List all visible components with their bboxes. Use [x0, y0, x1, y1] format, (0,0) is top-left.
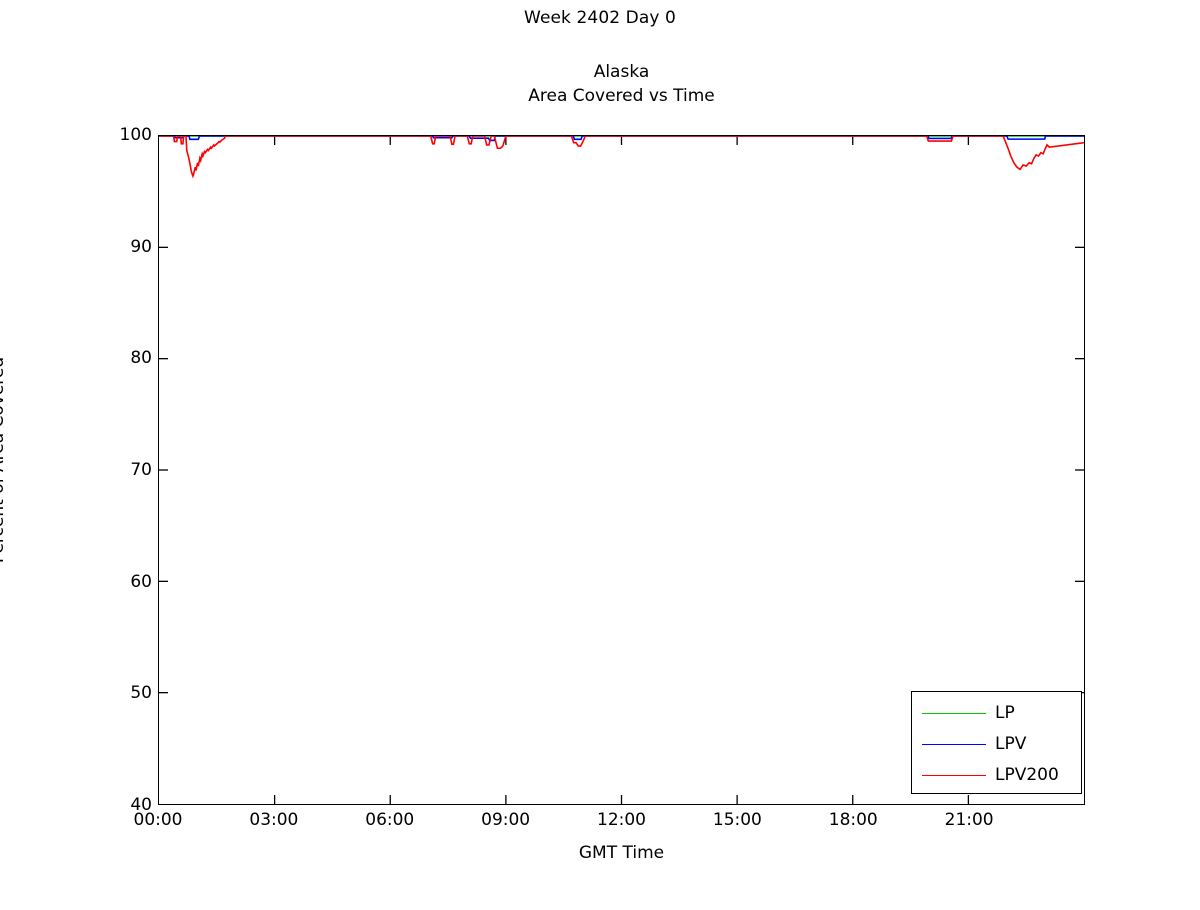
y-tick-label-100: 100 [119, 125, 152, 145]
axes-title-line-1: Alaska [593, 62, 650, 82]
legend-entry-lpv[interactable]: LPV [912, 729, 1081, 759]
x-axis-tick-labels: 00:00 03:00 06:00 09:00 12:00 15:00 18:00 21:00 [134, 810, 1085, 840]
y-tick-label-90: 90 [130, 236, 152, 257]
plot-area [159, 136, 1084, 804]
legend-label-lpv: LPV [995, 733, 1027, 754]
legend-entry-lp[interactable]: LP [912, 698, 1081, 728]
series-line-lpv200 [159, 136, 1084, 176]
legend-label-lp: LP [995, 702, 1015, 723]
x-tick-label-0900: 09:00 [481, 810, 531, 830]
y-tick-label-70: 70 [130, 460, 152, 480]
legend-box[interactable]: LP LPV LPV200 [911, 691, 1082, 794]
legend-label-lpv200: LPV200 [995, 764, 1059, 785]
y-tick-label-40: 40 [130, 795, 152, 815]
y-axis-tick-labels: 40 50 60 70 80 90 100 [92, 125, 152, 815]
legend-entry-lpv200[interactable]: LPV200 [912, 760, 1081, 790]
y-tick-label-80: 80 [130, 348, 152, 369]
y-axis-label: Percent of Area Covered [0, 356, 8, 564]
axes-title-line-2: Area Covered vs Time [528, 86, 715, 106]
x-tick-label-2100: 21:00 [944, 810, 994, 830]
x-tick-label-0300: 03:00 [249, 810, 299, 830]
series-line-lpv [159, 136, 1084, 140]
x-tick-label-0000: 00:00 [133, 810, 183, 830]
x-tick-label-0600: 06:00 [365, 810, 415, 830]
x-tick-label-1200: 12:00 [597, 810, 646, 830]
x-tick-label-1500: 15:00 [712, 810, 762, 830]
x-axis-label: GMT Time [578, 843, 665, 863]
figure-suptitle: Week 2402 Day 0 [524, 8, 676, 28]
legend-swatch-lpv200 [922, 774, 986, 776]
y-tick-label-50: 50 [130, 683, 152, 704]
y-tick-label-60: 60 [130, 571, 152, 592]
legend-swatch-lpv [922, 743, 986, 745]
legend-swatch-lp [922, 712, 986, 714]
x-tick-label-1800: 18:00 [828, 810, 878, 830]
axes-title: Alaska Area Covered vs Time [158, 60, 1085, 108]
